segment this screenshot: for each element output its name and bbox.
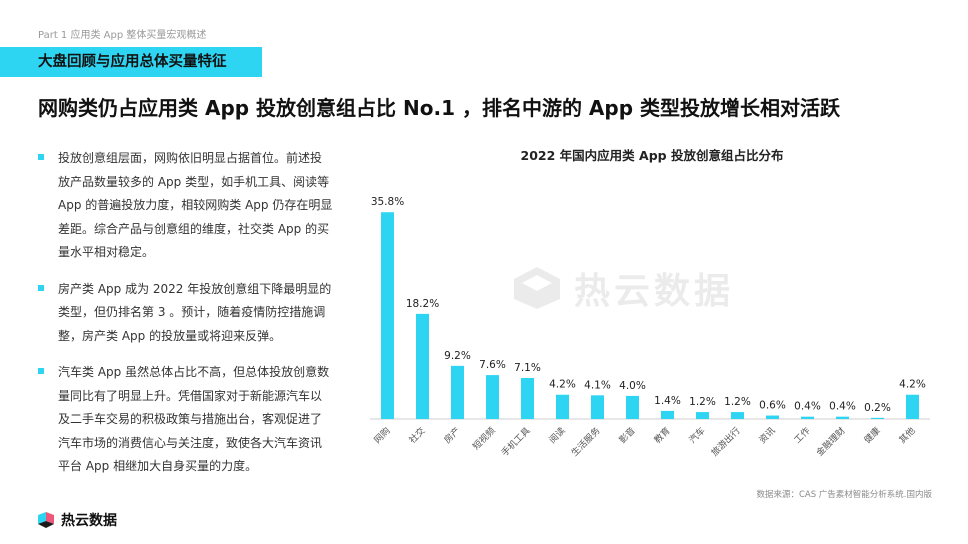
bar-5 [556, 394, 569, 419]
data-label-8: 1.4% [654, 395, 681, 407]
bullet-list: 投放创意组层面，网购依旧明显占据首位。前述投放产品数量较多的 App 类型，如手… [38, 147, 338, 492]
data-label-4: 7.1% [514, 362, 541, 374]
part-label: Part 1 应用类 App 整体买量宏观概述 [38, 30, 207, 41]
data-label-0: 35.8% [371, 196, 404, 208]
bullet-text: 投放创意组层面，网购依旧明显占据首位。前述投放产品数量较多的 App 类型，如手… [58, 151, 333, 259]
watermark-text: 热云数据 [574, 271, 735, 312]
tick-label-12: 工作 [791, 425, 812, 446]
page-title: 网购类仍占应用类 App 投放创意组占比 No.1 ，排名中游的 App 类型投… [38, 96, 840, 120]
data-label-5: 4.2% [549, 379, 576, 391]
data-label-10: 1.2% [724, 396, 751, 408]
watermark: 热云数据 [510, 262, 734, 314]
tick-label-6: 生活服务 [569, 425, 603, 459]
tick-label-11: 资讯 [757, 425, 778, 446]
bullet-item: 投放创意组层面，网购依旧明显占据首位。前述投放产品数量较多的 App 类型，如手… [38, 147, 338, 265]
bar-9 [696, 412, 709, 419]
chart-title: 2022 年国内应用类 App 投放创意组占比分布 [520, 148, 784, 163]
bar-11 [766, 415, 779, 419]
bar-6 [591, 395, 604, 419]
tick-label-14: 健康 [861, 425, 882, 446]
logo-text: 热云数据 [61, 513, 117, 529]
bar-1 [416, 313, 429, 419]
logo-icon [38, 512, 54, 528]
bar-12 [801, 416, 814, 419]
bar-13 [836, 416, 849, 419]
bar-chart: 35.8% 网购 18.2% 社交 9.2% 房产 7.6% 短视频 7.1% 手机工具 4.2% 阅… [370, 196, 930, 459]
bar-10 [731, 412, 744, 419]
data-label-15: 4.2% [899, 379, 926, 391]
data-label-6: 4.1% [584, 379, 611, 391]
bullet-text: 房产类 App 成为 2022 年投放创意组下降最明显的类型，但仍排名第 3 。… [58, 281, 332, 343]
tick-label-1: 社交 [406, 425, 427, 446]
bar-14 [871, 417, 884, 419]
tick-label-4: 手机工具 [499, 425, 533, 459]
bar-8 [661, 410, 674, 419]
bullet-square-icon [38, 284, 44, 291]
section-tag: 大盘回顾与应用总体买量特征 [0, 47, 262, 77]
tick-label-8: 教育 [651, 425, 672, 446]
data-source: 数据来源：CAS 广告素材智能分析系统.国内版 [756, 490, 932, 500]
data-label-3: 7.6% [479, 359, 506, 371]
tick-label-5: 阅读 [546, 425, 567, 446]
data-label-7: 4.0% [619, 380, 646, 392]
bullet-square-icon [38, 368, 44, 374]
tick-label-13: 金融理财 [814, 425, 848, 459]
bar-3 [486, 375, 499, 419]
tick-label-7: 影音 [616, 425, 637, 446]
tick-label-3: 短视频 [470, 425, 498, 453]
bullet-text: 汽车类 App 虽然总体占比不高，但总体投放创意数量同比有了明显上升。凭借国家对… [58, 365, 330, 473]
brand-logo: 热云数据 [36, 510, 117, 530]
tick-label-2: 房产 [441, 425, 462, 446]
tick-label-0: 网购 [371, 425, 392, 446]
data-label-13: 0.4% [829, 401, 856, 413]
bar-0 [381, 212, 394, 419]
data-label-14: 0.2% [864, 402, 891, 414]
data-label-1: 18.2% [406, 298, 439, 310]
cloud-cube-icon [514, 267, 560, 309]
tick-label-9: 汽车 [686, 425, 707, 446]
data-label-12: 0.4% [794, 401, 821, 413]
bullet-item: 汽车类 App 虽然总体占比不高，但总体投放创意数量同比有了明显上升。凭借国家对… [38, 361, 338, 479]
bullet-square-icon [38, 154, 44, 160]
data-label-11: 0.6% [759, 400, 786, 412]
data-label-2: 9.2% [444, 350, 471, 362]
data-label-9: 1.2% [689, 396, 716, 408]
bar-15 [906, 394, 919, 419]
bar-2 [451, 365, 464, 419]
bullet-item: 房产类 App 成为 2022 年投放创意组下降最明显的类型，但仍排名第 3 。… [38, 278, 338, 349]
tick-label-10: 旅游出行 [709, 425, 743, 459]
bar-7 [626, 395, 639, 419]
bar-4 [521, 377, 534, 419]
tick-label-15: 其他 [896, 425, 917, 446]
